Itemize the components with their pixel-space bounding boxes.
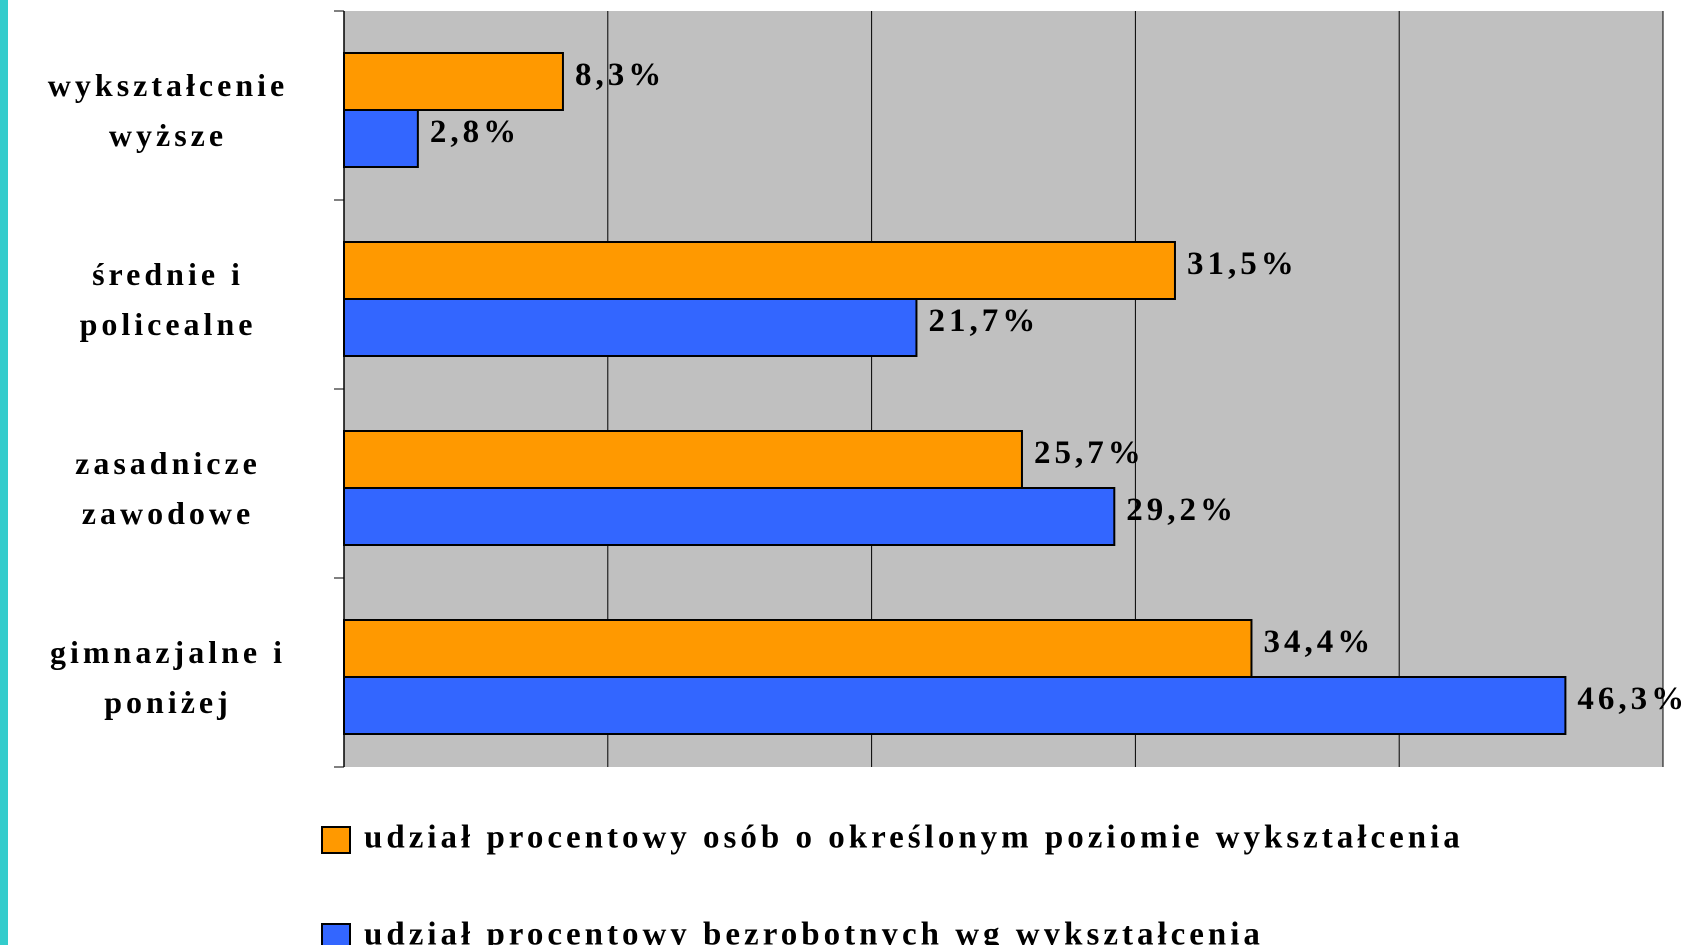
legend-label: udział procentowy osób o określonym pozi… (364, 820, 1464, 856)
value-label: 2,8% (430, 114, 520, 150)
category-label: wykształcenie wyższe (47, 67, 289, 153)
value-label: 8,3% (575, 57, 665, 93)
value-label: 29,2% (1126, 492, 1237, 528)
bar (343, 109, 419, 168)
value-label: 21,7% (928, 303, 1039, 339)
value-label: 46,3% (1577, 681, 1688, 717)
category-label: gimnazjalne i poniżej (50, 634, 286, 720)
bar (343, 487, 1116, 546)
value-label: 34,4% (1263, 624, 1374, 660)
bar (343, 619, 1253, 678)
value-label: 31,5% (1187, 246, 1298, 282)
bar (343, 298, 918, 357)
bar (343, 52, 564, 111)
value-label: 25,7% (1034, 435, 1145, 471)
legend-swatch (321, 923, 351, 945)
bar (343, 676, 1567, 735)
category-label: średnie i policealne (79, 256, 257, 342)
legend-label: udział procentowy bezrobotnych wg wykszt… (364, 917, 1264, 945)
frame-edge (0, 0, 8, 945)
bar (343, 430, 1023, 489)
legend-swatch (321, 826, 351, 854)
bar (343, 241, 1176, 300)
category-label: zasadnicze zawodowe (75, 445, 261, 531)
